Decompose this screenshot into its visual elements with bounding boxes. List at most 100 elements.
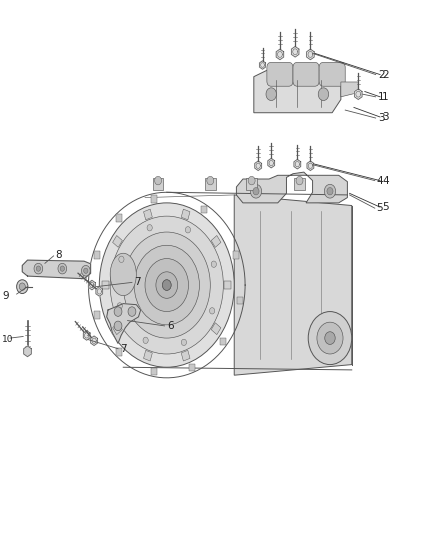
Circle shape: [34, 263, 43, 274]
Circle shape: [145, 259, 188, 312]
Text: 2: 2: [378, 70, 385, 79]
Bar: [94, 311, 100, 319]
Bar: [205, 178, 215, 190]
Circle shape: [185, 227, 191, 233]
Text: 10: 10: [2, 335, 13, 344]
Polygon shape: [307, 161, 314, 171]
Bar: [181, 209, 190, 220]
Circle shape: [58, 263, 67, 274]
Circle shape: [99, 203, 234, 367]
Circle shape: [251, 184, 261, 198]
Polygon shape: [234, 195, 352, 375]
Bar: [94, 252, 100, 259]
Circle shape: [296, 176, 303, 185]
Circle shape: [119, 256, 124, 262]
Circle shape: [317, 322, 343, 354]
Bar: [220, 337, 226, 345]
Circle shape: [19, 283, 25, 290]
Text: 4: 4: [377, 175, 383, 185]
Circle shape: [209, 308, 215, 314]
Polygon shape: [354, 89, 362, 100]
Bar: [211, 236, 221, 247]
Bar: [116, 349, 122, 356]
Text: 1: 1: [382, 92, 389, 102]
Polygon shape: [307, 49, 314, 60]
Circle shape: [147, 224, 152, 231]
Polygon shape: [268, 158, 275, 168]
Polygon shape: [88, 280, 95, 290]
Text: 8: 8: [55, 250, 62, 260]
Bar: [294, 178, 305, 190]
Circle shape: [134, 245, 199, 325]
Circle shape: [248, 176, 255, 185]
Bar: [113, 236, 122, 247]
Circle shape: [324, 184, 336, 198]
Bar: [113, 323, 122, 335]
Circle shape: [156, 272, 178, 298]
Polygon shape: [294, 159, 301, 169]
Circle shape: [110, 216, 223, 354]
Circle shape: [114, 321, 122, 330]
Text: 3: 3: [382, 112, 389, 122]
Polygon shape: [91, 336, 98, 345]
Bar: [247, 178, 257, 190]
Circle shape: [181, 339, 187, 345]
Bar: [144, 209, 152, 220]
Text: 1: 1: [378, 92, 385, 102]
Text: 3: 3: [378, 113, 385, 123]
Polygon shape: [237, 172, 347, 203]
Polygon shape: [255, 161, 261, 171]
Circle shape: [253, 188, 259, 195]
Circle shape: [123, 232, 210, 338]
Text: 9: 9: [2, 290, 9, 301]
Text: 6: 6: [167, 321, 173, 331]
Circle shape: [117, 303, 122, 309]
Text: 7: 7: [134, 277, 141, 287]
Text: 5: 5: [382, 202, 389, 212]
Text: 2: 2: [382, 70, 389, 79]
Circle shape: [81, 265, 90, 276]
FancyBboxPatch shape: [267, 62, 293, 86]
Polygon shape: [22, 260, 91, 279]
Circle shape: [60, 266, 64, 271]
Polygon shape: [107, 304, 141, 343]
Bar: [211, 323, 221, 335]
Bar: [201, 206, 207, 213]
Polygon shape: [254, 70, 341, 113]
Circle shape: [162, 280, 171, 290]
Circle shape: [143, 337, 148, 343]
Polygon shape: [341, 82, 358, 97]
Bar: [224, 281, 231, 289]
Circle shape: [327, 188, 333, 195]
Polygon shape: [96, 287, 102, 296]
FancyBboxPatch shape: [293, 62, 319, 86]
Circle shape: [162, 280, 171, 290]
Circle shape: [308, 312, 352, 365]
Polygon shape: [276, 49, 284, 60]
Polygon shape: [291, 46, 299, 57]
Bar: [181, 350, 190, 361]
Circle shape: [155, 176, 162, 185]
Bar: [116, 214, 122, 222]
Circle shape: [128, 307, 136, 317]
Ellipse shape: [110, 253, 136, 296]
Text: 4: 4: [382, 175, 389, 185]
Bar: [151, 368, 157, 375]
Bar: [151, 195, 157, 203]
Bar: [237, 296, 243, 304]
Circle shape: [211, 261, 216, 268]
Circle shape: [266, 88, 276, 101]
Bar: [153, 178, 163, 190]
Bar: [144, 350, 152, 361]
Circle shape: [36, 266, 41, 271]
Circle shape: [84, 268, 88, 273]
Circle shape: [114, 307, 122, 317]
Circle shape: [207, 176, 214, 185]
Polygon shape: [83, 330, 90, 340]
FancyBboxPatch shape: [319, 62, 345, 86]
Text: 5: 5: [377, 203, 383, 213]
Bar: [233, 252, 239, 259]
Circle shape: [17, 280, 28, 294]
Bar: [189, 364, 195, 371]
Circle shape: [325, 332, 335, 344]
